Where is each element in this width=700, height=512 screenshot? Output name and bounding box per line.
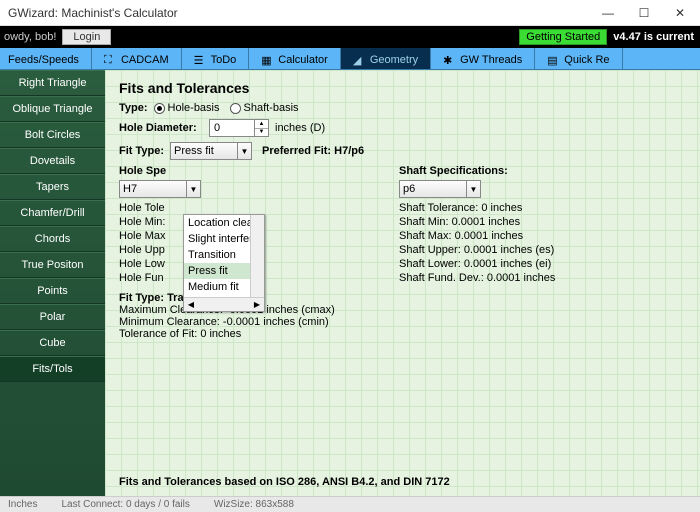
shaft-line-1: Shaft Min: 0.0001 inches — [399, 216, 686, 228]
summary-min-clearance: Minimum Clearance: -0.0001 inches (cmin) — [119, 316, 686, 328]
hole-diameter-spinner[interactable]: ▲▼ — [254, 120, 268, 136]
chevron-down-icon: ▼ — [237, 143, 251, 159]
sidebar-item-chords[interactable]: Chords — [0, 226, 105, 252]
sidebar-item-polar[interactable]: Polar — [0, 304, 105, 330]
window-titlebar: GWizard: Machinist's Calculator — ☐ ✕ — [0, 0, 700, 26]
hole-line-0: Hole Tole — [119, 202, 399, 214]
minimize-button[interactable]: — — [590, 2, 626, 24]
hole-specs-title: Hole Spe — [119, 165, 399, 177]
standards-note: Fits and Tolerances based on ISO 286, AN… — [119, 476, 450, 488]
sidebar-item-points[interactable]: Points — [0, 278, 105, 304]
geometry-icon: ◢ — [353, 54, 365, 66]
getting-started-button[interactable]: Getting Started — [519, 29, 607, 45]
shaft-line-3: Shaft Upper: 0.0001 inches (es) — [399, 244, 686, 256]
hole-diameter-label: Hole Diameter: — [119, 122, 203, 134]
tab-gw-threads[interactable]: ✱GW Threads — [431, 48, 535, 69]
sidebar-item-true-position[interactable]: True Positon — [0, 252, 105, 278]
page-title: Fits and Tolerances — [119, 80, 686, 96]
sidebar-item-dovetails[interactable]: Dovetails — [0, 148, 105, 174]
tab-feeds-speeds[interactable]: Feeds/Speeds — [0, 48, 92, 69]
calculator-icon: ▦ — [261, 54, 273, 66]
maximize-button[interactable]: ☐ — [626, 2, 662, 24]
login-button[interactable]: Login — [62, 29, 111, 45]
sidebar-item-tapers[interactable]: Tapers — [0, 174, 105, 200]
version-label: v4.47 is current — [613, 31, 694, 43]
summary-tolerance: Tolerance of Fit: 0 inches — [119, 328, 686, 340]
close-button[interactable]: ✕ — [662, 2, 698, 24]
hole-grade-select[interactable]: H7 ▼ — [119, 180, 201, 198]
shaft-specs-title: Shaft Specifications: — [399, 165, 686, 177]
dropdown-vscroll[interactable] — [250, 215, 264, 297]
shaft-line-0: Shaft Tolerance: 0 inches — [399, 202, 686, 214]
radio-shaft-basis[interactable]: Shaft-basis — [230, 102, 299, 114]
todo-icon: ☰ — [194, 54, 206, 66]
chevron-down-icon: ▼ — [186, 181, 200, 197]
sidebar-item-bolt-circles[interactable]: Bolt Circles — [0, 122, 105, 148]
status-bar: Inches Last Connect: 0 days / 0 fails Wi… — [0, 496, 700, 512]
geometry-sidebar: Right Triangle Oblique Triangle Bolt Cir… — [0, 70, 105, 496]
user-bar: owdy, bob! Login Getting Started v4.47 i… — [0, 26, 700, 48]
hole-diameter-unit: inches (D) — [275, 122, 325, 134]
hole-diameter-input[interactable]: 0 ▲▼ — [209, 119, 269, 137]
sidebar-item-right-triangle[interactable]: Right Triangle — [0, 70, 105, 96]
sidebar-item-cube[interactable]: Cube — [0, 330, 105, 356]
fit-type-dropdown[interactable]: Location clearan Slight interferenc Tran… — [183, 214, 265, 312]
status-units: Inches — [8, 499, 37, 510]
shaft-line-2: Shaft Max: 0.0001 inches — [399, 230, 686, 242]
sidebar-item-chamfer-drill[interactable]: Chamfer/Drill — [0, 200, 105, 226]
dropdown-hscroll[interactable]: ◀▶ — [184, 297, 264, 311]
greeting-text: owdy, bob! — [4, 31, 56, 43]
fit-type-select[interactable]: Press fit ▼ — [170, 142, 252, 160]
sidebar-item-fits-tols[interactable]: Fits/Tols — [0, 356, 105, 382]
cadcam-icon: ⛶ — [104, 54, 116, 66]
tab-calculator[interactable]: ▦Calculator — [249, 48, 341, 69]
threads-icon: ✱ — [443, 54, 455, 66]
tab-todo[interactable]: ☰ToDo — [182, 48, 250, 69]
shaft-line-5: Shaft Fund. Dev.: 0.0001 inches — [399, 272, 686, 284]
shaft-grade-select[interactable]: p6 ▼ — [399, 180, 481, 198]
tab-geometry[interactable]: ◢Geometry — [341, 48, 431, 69]
chevron-down-icon: ▼ — [466, 181, 480, 197]
window-title: GWizard: Machinist's Calculator — [8, 6, 590, 20]
shaft-line-4: Shaft Lower: 0.0001 inches (ei) — [399, 258, 686, 270]
preferred-fit-label: Preferred Fit: H7/p6 — [262, 145, 364, 157]
quick-icon: ▤ — [547, 54, 559, 66]
main-content: Fits and Tolerances Type: Hole-basis Sha… — [105, 70, 700, 496]
status-connect: Last Connect: 0 days / 0 fails — [61, 499, 189, 510]
tab-cadcam[interactable]: ⛶CADCAM — [92, 48, 182, 69]
type-label: Type: — [119, 102, 148, 114]
status-wizsize: WizSize: 863x588 — [214, 499, 294, 510]
fit-type-label: Fit Type: — [119, 145, 164, 157]
tab-quick[interactable]: ▤Quick Re — [535, 48, 622, 69]
sidebar-item-oblique-triangle[interactable]: Oblique Triangle — [0, 96, 105, 122]
main-tabs: Feeds/Speeds ⛶CADCAM ☰ToDo ▦Calculator ◢… — [0, 48, 700, 70]
radio-hole-basis[interactable]: Hole-basis — [154, 102, 220, 114]
